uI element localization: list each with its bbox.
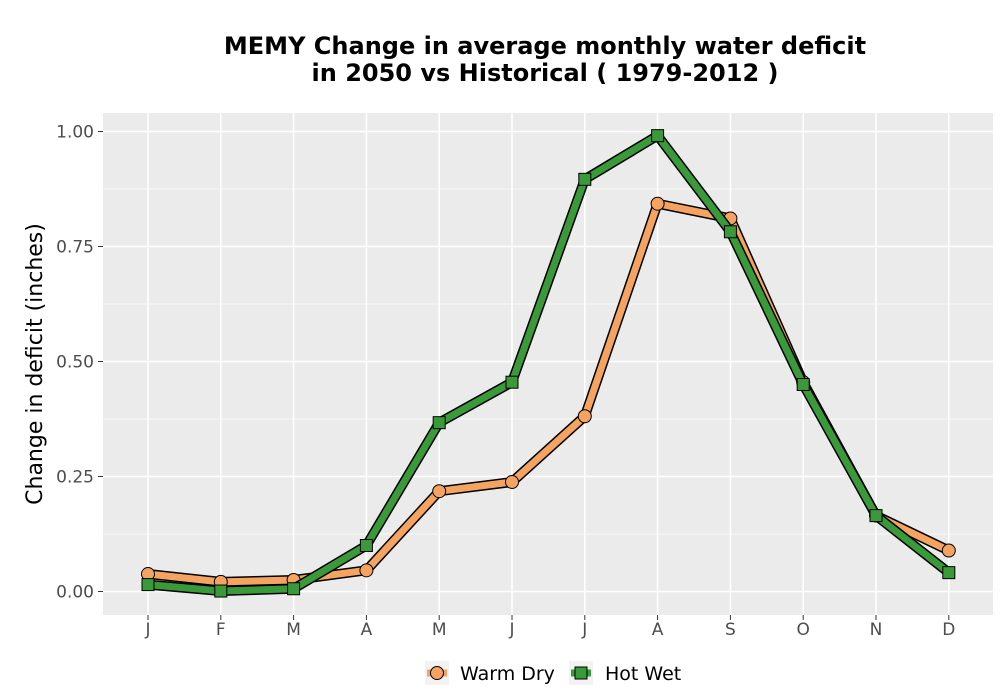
data-point-hot-wet	[505, 375, 519, 389]
legend-marker-warm-dry	[430, 666, 444, 680]
chart-title-line-1: MEMY Change in average monthly water def…	[224, 32, 866, 60]
data-point-warm-dry	[432, 484, 447, 499]
legend-label-hot-wet: Hot Wet	[605, 663, 681, 685]
data-point-hot-wet	[651, 129, 665, 143]
data-point-hot-wet	[578, 172, 592, 186]
data-point-hot-wet	[214, 584, 228, 598]
legend-label-warm-dry: Warm Dry	[460, 663, 555, 685]
series-layer	[141, 129, 956, 598]
data-point-hot-wet	[723, 225, 737, 239]
legend: Warm Dry Hot Wet	[425, 661, 681, 685]
data-point-warm-dry	[941, 543, 956, 558]
x-tick-label: S	[725, 620, 736, 640]
x-tick-label: J	[144, 620, 150, 640]
data-point-warm-dry	[650, 196, 665, 211]
chart-title-line-2: in 2050 vs Historical ( 1979-2012 )	[312, 59, 779, 87]
y-tick-label: 0.75	[56, 238, 94, 258]
y-axis-title: Change in deficit (inches)	[23, 223, 48, 505]
y-tick-label: 1.00	[56, 123, 94, 143]
data-point-warm-dry	[577, 409, 592, 424]
x-tick-label: O	[797, 620, 810, 640]
x-tick-label: D	[942, 620, 955, 640]
y-tick-label: 0.50	[56, 353, 94, 373]
plot-panel	[103, 113, 993, 615]
x-tick-label: A	[652, 620, 664, 640]
data-point-hot-wet	[869, 509, 883, 523]
data-point-hot-wet	[796, 378, 810, 391]
x-tick-label: J	[581, 620, 587, 640]
x-tick-label: M	[286, 620, 301, 640]
data-point-warm-dry	[359, 563, 374, 578]
axis-layer: 0.00 0.25 0.50 0.75 1.00 J F M A M J J A S O N D	[56, 123, 955, 641]
legend-marker-hot-wet	[574, 666, 588, 680]
x-tick-label: F	[216, 620, 226, 640]
x-tick-label: N	[870, 620, 883, 640]
x-tick-label: A	[361, 620, 373, 640]
grid-layer	[103, 113, 993, 615]
data-point-hot-wet	[432, 416, 446, 430]
data-point-hot-wet	[942, 566, 956, 580]
y-tick-label: 0.00	[56, 583, 94, 603]
data-point-hot-wet	[359, 539, 373, 552]
x-tick-label: J	[508, 620, 514, 640]
data-point-hot-wet	[287, 582, 301, 596]
data-point-hot-wet	[141, 578, 155, 592]
y-tick-label: 0.25	[56, 468, 94, 488]
series-line-hot-wet	[144, 132, 953, 595]
x-tick-label: M	[432, 620, 447, 640]
data-point-warm-dry	[505, 475, 519, 490]
